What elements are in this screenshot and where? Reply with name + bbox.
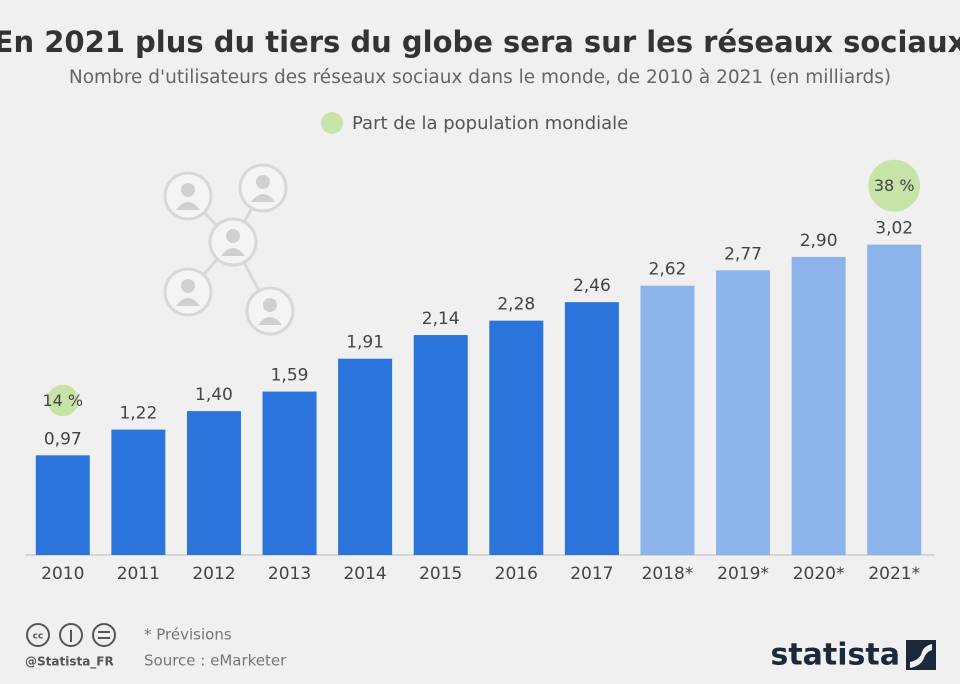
cc-icons	[26, 623, 116, 647]
x-tick-label: 2016	[495, 564, 538, 584]
value-label: 2,28	[497, 295, 535, 315]
value-label: 1,22	[119, 404, 157, 424]
x-tick-label: 2018*	[642, 564, 694, 584]
bar	[867, 244, 922, 555]
bar	[640, 285, 695, 555]
x-tick-label: 2014	[343, 564, 386, 584]
credit: @Statista_FR	[25, 655, 114, 670]
bar	[111, 429, 166, 555]
chart-subtitle: Nombre d'utilisateurs des réseaux sociau…	[69, 67, 891, 88]
value-label: 2,77	[724, 244, 762, 264]
x-tick-label: 2020*	[793, 564, 845, 584]
x-tick-label: 2010	[41, 564, 84, 584]
share-bubble	[868, 159, 921, 212]
value-label: 2,14	[422, 309, 460, 329]
bar	[564, 302, 619, 555]
bar	[186, 411, 241, 555]
footnote: * Prévisions	[144, 626, 232, 644]
share-bubble	[47, 384, 79, 417]
x-tick-label: 2011	[117, 564, 160, 584]
x-tick-label: 2017	[570, 564, 613, 584]
x-tick-label: 2012	[192, 564, 235, 584]
x-tick-label: 2019*	[717, 564, 769, 584]
bar	[413, 335, 468, 555]
value-label: 3,02	[875, 219, 913, 239]
bar	[35, 455, 90, 555]
value-label: 2,46	[573, 276, 611, 296]
brand-logo: statista	[770, 638, 900, 673]
bar	[262, 391, 317, 555]
network-people	[176, 175, 282, 325]
cc-mark: cc	[33, 632, 44, 642]
brand-mark-wave	[910, 644, 932, 668]
source: Source : eMarketer	[144, 652, 287, 670]
value-label: 0,97	[44, 429, 82, 449]
value-label: 1,91	[346, 333, 384, 353]
value-label: 1,40	[195, 385, 233, 405]
value-label: 2,62	[649, 260, 687, 280]
bar	[791, 256, 846, 555]
legend-swatch	[321, 112, 343, 134]
legend-label: Part de la population mondiale	[352, 113, 628, 134]
x-tick-label: 2021*	[868, 564, 920, 584]
chart-title: En 2021 plus du tiers du globe sera sur …	[0, 25, 960, 59]
value-label: 1,59	[271, 366, 309, 386]
bar	[489, 320, 544, 555]
value-label: 2,90	[800, 231, 838, 251]
x-tick-label: 2015	[419, 564, 462, 584]
share-label: 38 %	[874, 176, 915, 195]
bar	[716, 270, 771, 555]
bar	[338, 358, 393, 555]
x-tick-label: 2013	[268, 564, 311, 584]
share-label: 14 %	[42, 391, 83, 410]
